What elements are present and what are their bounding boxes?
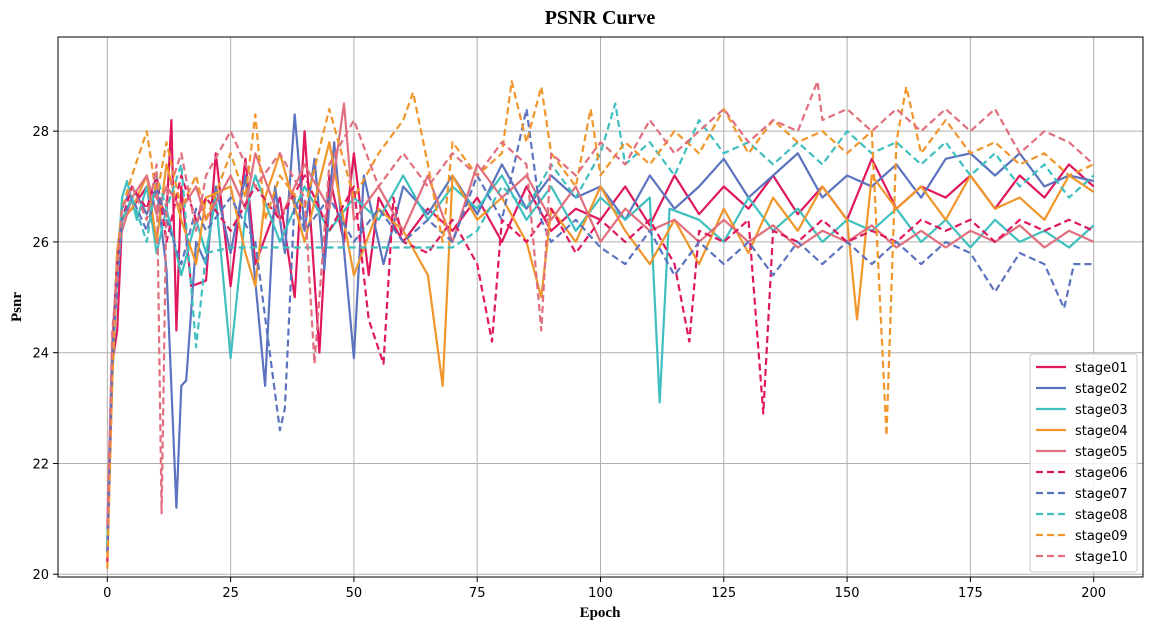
- chart-title: PSNR Curve: [545, 7, 656, 29]
- x-tick-label: 0: [103, 586, 111, 601]
- grid-lines: [58, 37, 1143, 577]
- x-tick-label: 150: [835, 586, 860, 601]
- y-axis-label: Psnr: [9, 292, 25, 322]
- legend-label-stage04: stage04: [1075, 424, 1128, 439]
- x-tick-label: 100: [588, 586, 613, 601]
- y-tick-label: 20: [32, 568, 49, 583]
- x-tick-label: 75: [469, 586, 486, 601]
- x-tick-label: 50: [346, 586, 363, 601]
- axis-ticks: 0 25 50 75 100 125 150 175 200 20 22 24 26 28: [32, 125, 1106, 601]
- y-tick-label: 24: [32, 347, 49, 362]
- series-line-stage09: [106, 80, 1095, 569]
- series-line-stage04: [106, 141, 1095, 558]
- legend-label-stage05: stage05: [1075, 445, 1128, 460]
- legend-label-stage01: stage01: [1075, 361, 1128, 376]
- series-line-stage01: [106, 119, 1095, 553]
- y-tick-label: 28: [32, 125, 49, 140]
- series-line-stage07: [106, 107, 1094, 553]
- legend-label-stage02: stage02: [1075, 382, 1128, 397]
- legend-label-stage06: stage06: [1075, 466, 1128, 481]
- series-line-stage08: [106, 102, 1095, 547]
- series-line-stage03: [106, 174, 1095, 542]
- x-axis-label: Epoch: [580, 605, 622, 621]
- legend-label-stage03: stage03: [1075, 403, 1128, 418]
- legend-label-stage10: stage10: [1075, 550, 1128, 565]
- series-line-stage02: [106, 113, 1094, 547]
- y-tick-label: 26: [32, 236, 49, 251]
- y-tick-label: 22: [32, 457, 49, 472]
- plot-lines: [106, 80, 1095, 569]
- series-line-stage10: [106, 80, 1095, 525]
- legend-label-stage07: stage07: [1075, 487, 1128, 502]
- legend-label-stage08: stage08: [1075, 508, 1128, 523]
- x-tick-label: 175: [958, 586, 983, 601]
- x-tick-label: 25: [222, 586, 239, 601]
- legend: stage01 stage02 stage03 stage04 stage05 stage…: [1029, 353, 1138, 573]
- x-tick-label: 125: [711, 586, 736, 601]
- x-tick-label: 200: [1081, 586, 1106, 601]
- legend-label-stage09: stage09: [1075, 529, 1128, 544]
